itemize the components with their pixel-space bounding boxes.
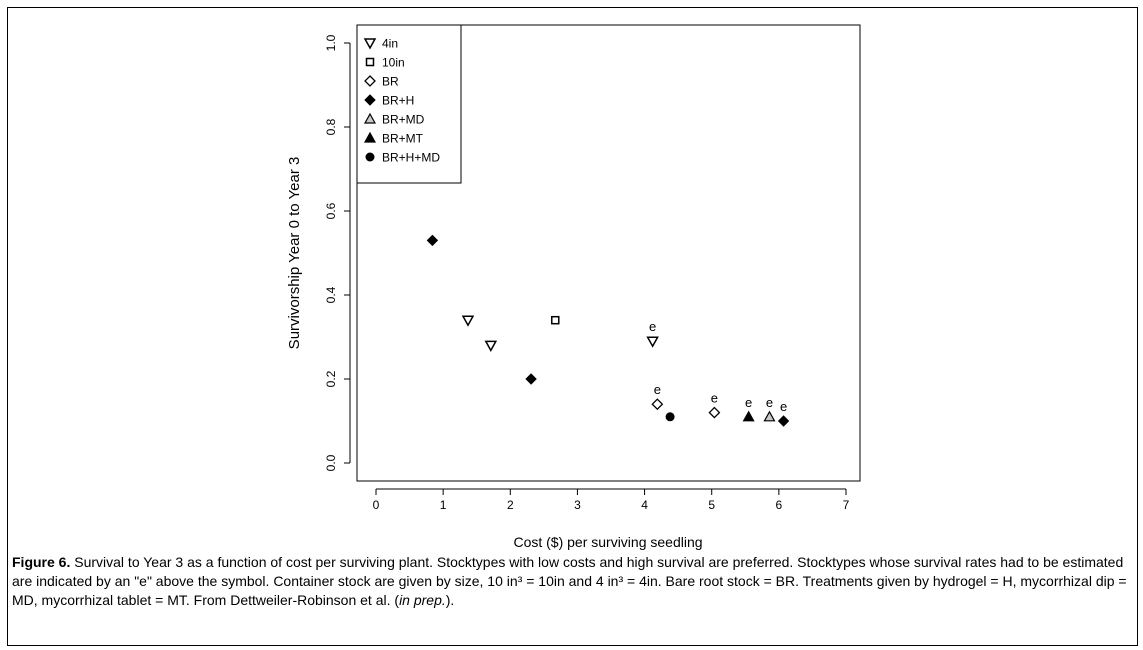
point-br-h <box>525 373 537 385</box>
y-tick-label: 1.0 <box>324 34 338 51</box>
point-10in <box>551 315 560 325</box>
plot-area <box>356 24 861 482</box>
x-axis-label: Cost ($) per surviving seedling <box>513 534 702 550</box>
x-tick-label: 0 <box>373 498 380 512</box>
legend-symbol-br-h-md <box>365 152 375 162</box>
point-estimate-label: e <box>780 399 787 414</box>
point-estimate-label: e <box>649 319 656 334</box>
caption-citation: in prep. <box>399 592 446 608</box>
y-tick-label: 0.0 <box>324 454 338 471</box>
legend-label-br-md: BR+MD <box>382 113 425 127</box>
y-axis: 0.0 0.2 0.4 0.6 0.8 1.0 <box>324 34 351 471</box>
caption-tail: ). <box>445 592 455 608</box>
point-4in <box>646 336 659 348</box>
legend-symbol-br-mt <box>363 131 377 143</box>
caption-text: Survival to Year 3 as a function of cost… <box>12 554 1127 608</box>
point-br-h <box>777 415 790 427</box>
point-estimate-label: e <box>766 395 773 410</box>
point-br-mt <box>742 410 755 422</box>
legend-label-4in: 4in <box>382 37 398 51</box>
point-estimate-label: e <box>654 382 661 397</box>
y-axis-label: Survivorship Year 0 to Year 3 <box>286 157 303 350</box>
legend-label-br: BR <box>382 75 399 89</box>
x-axis: 0 1 2 3 4 5 6 7 <box>373 488 850 512</box>
figure-label: Figure 6. <box>12 554 71 570</box>
x-tick-label: 7 <box>843 498 850 512</box>
point-br-h <box>426 234 439 247</box>
legend-label-br-h: BR+H <box>382 94 414 108</box>
y-tick-label: 0.8 <box>324 118 338 135</box>
x-tick-label: 5 <box>708 498 715 512</box>
legend: 4in 10in BR BR+H BR+MD BR+MT BR+H+MD <box>356 24 462 184</box>
legend-symbol-br <box>364 75 376 87</box>
point-br <box>651 398 664 411</box>
x-tick-label: 1 <box>440 498 447 512</box>
legend-label-br-h-md: BR+H+MD <box>382 151 440 165</box>
x-tick-label: 4 <box>641 498 648 512</box>
point-br <box>708 406 721 419</box>
x-tick-label: 3 <box>574 498 581 512</box>
point-br-md <box>763 410 776 422</box>
point-br-h-md <box>665 412 675 422</box>
legend-symbol-10in <box>365 57 375 67</box>
point-4in <box>484 340 498 352</box>
x-tick-label: 6 <box>776 498 783 512</box>
legend-label-br-mt: BR+MT <box>382 132 424 146</box>
point-estimate-label: e <box>711 391 718 406</box>
legend-symbol-br-md <box>363 112 377 124</box>
y-tick-label: 0.6 <box>324 202 338 219</box>
figure-frame <box>7 7 1138 646</box>
legend-symbol-br-h <box>364 94 376 106</box>
legend-symbol-4in <box>363 38 377 50</box>
x-tick-label: 2 <box>507 498 514 512</box>
point-4in <box>461 315 475 327</box>
figure-caption: Figure 6. Survival to Year 3 as a functi… <box>12 553 1137 610</box>
y-tick-label: 0.2 <box>324 370 338 387</box>
legend-label-10in: 10in <box>382 56 405 70</box>
point-estimate-label: e <box>745 395 752 410</box>
y-tick-label: 0.4 <box>324 286 338 303</box>
